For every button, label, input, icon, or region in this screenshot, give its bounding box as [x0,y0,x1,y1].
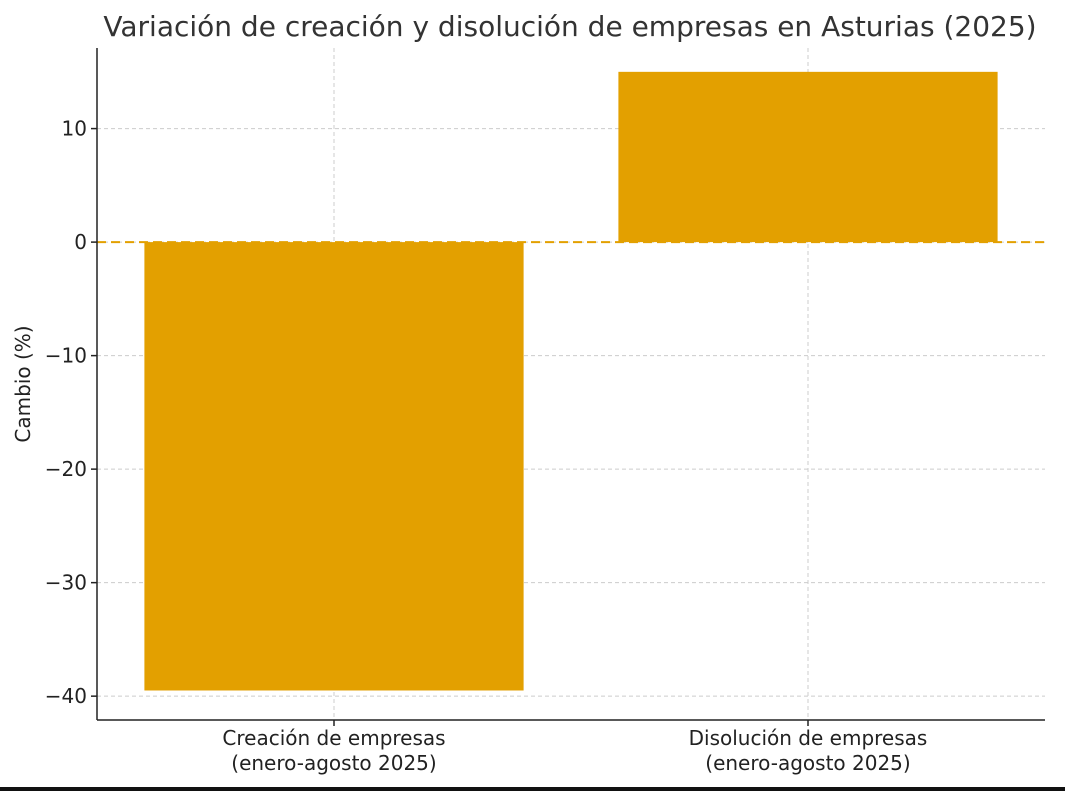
bar [618,71,998,243]
x-tick-label: (enero-agosto 2025) [705,751,910,775]
bar [144,242,524,691]
y-tick-label: −20 [45,457,87,481]
bottom-border [0,787,1065,791]
y-tick-label: 10 [62,117,87,141]
axes [91,48,1045,726]
y-axis-label: Cambio (%) [11,325,35,442]
x-tick-label: (enero-agosto 2025) [231,751,436,775]
y-tick-label: −30 [45,571,87,595]
chart-title: Variación de creación y disolución de em… [103,10,1036,43]
y-tick-label: −40 [45,684,87,708]
x-tick-label: Disolución de empresas [689,726,928,750]
x-tick-labels: Creación de empresas(enero-agosto 2025)D… [222,726,927,775]
x-tick-label: Creación de empresas [222,726,445,750]
y-tick-labels: 10 0 −10 −20 −30 −40 [45,117,87,709]
y-tick-label: −10 [45,344,87,368]
bars [144,71,998,691]
y-tick-label: 0 [74,230,87,254]
